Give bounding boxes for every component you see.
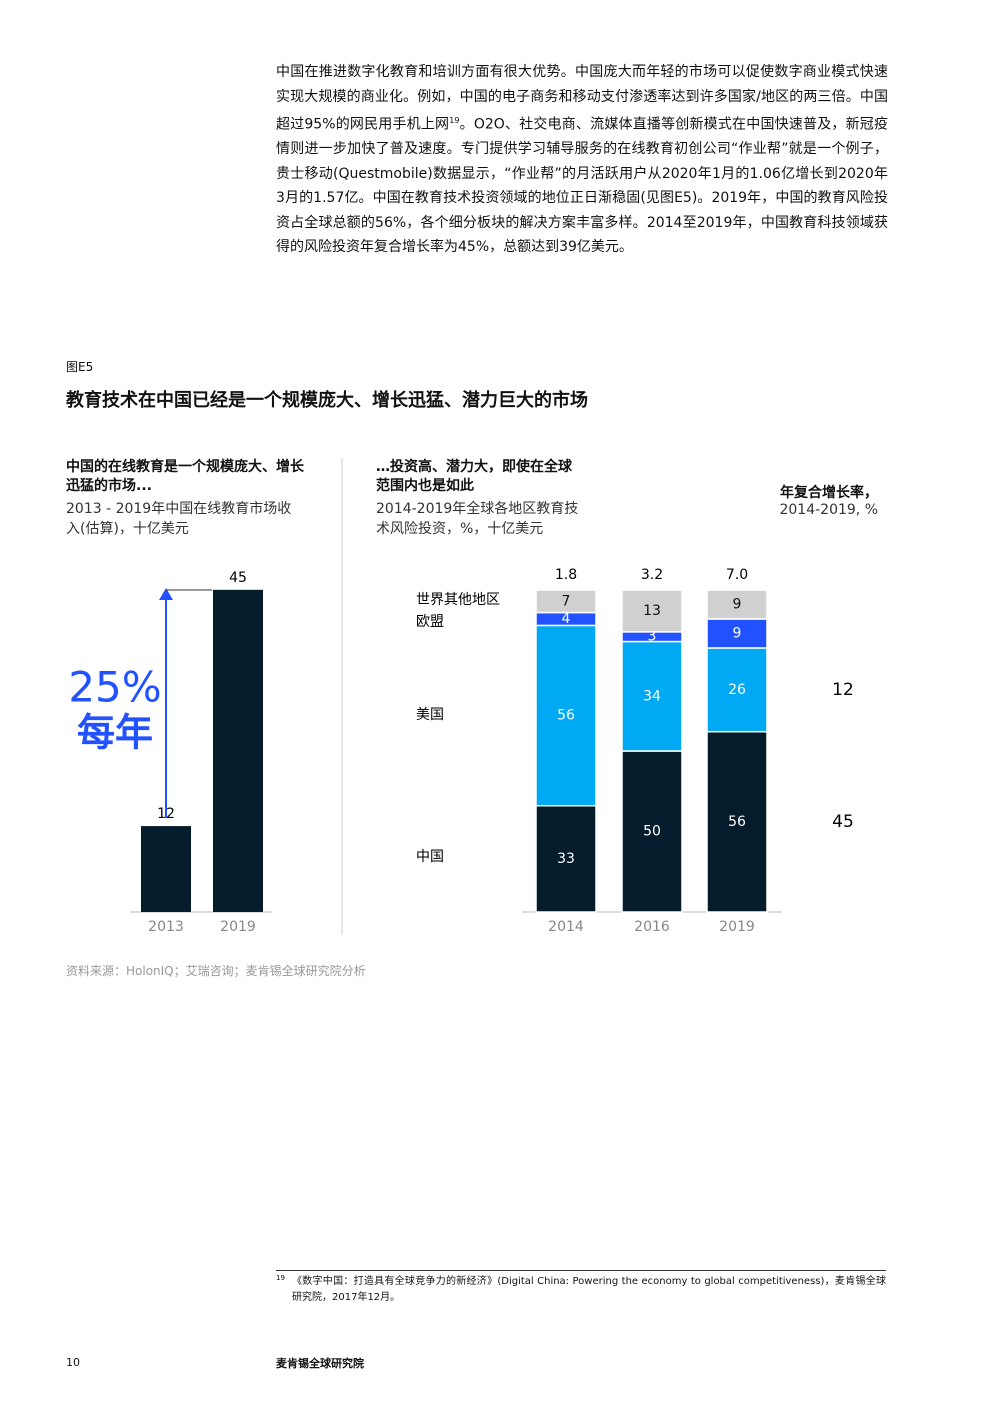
footnote-ref: 19	[449, 116, 460, 125]
bar-segment	[706, 589, 768, 620]
bar-segment	[706, 647, 768, 733]
legend-label: 中国	[416, 849, 444, 865]
bar-segment	[621, 589, 683, 633]
segment-label: 7	[562, 593, 571, 609]
total-label: 1.8	[555, 567, 577, 583]
bar-segment	[535, 624, 597, 807]
body-text: 中国在推进数字化教育和培训方面有很大优势。中国庞大而年轻的市场可以促使数字商业模…	[276, 60, 888, 260]
source: 资料来源：HolonIQ；艾瑞咨询；麦肯锡全球研究院分析	[66, 964, 366, 978]
segment-label: 33	[557, 851, 575, 867]
segment-label: 34	[643, 688, 661, 704]
figure-label: 图E5	[66, 360, 94, 374]
bar-segment	[535, 804, 597, 913]
x-tick-label: 2016	[634, 919, 670, 935]
cagr-value: 45	[832, 812, 854, 832]
chart-subtitle: 2013 - 2019年中国在线教育市场收入(估算)，十亿美元	[66, 501, 292, 537]
bar-segment	[706, 730, 768, 913]
legend-label: 欧盟	[416, 614, 444, 630]
segment-label: 56	[557, 708, 575, 724]
x-tick-label: 2019	[220, 919, 256, 935]
footer: 麦肯锡全球研究院	[276, 1357, 364, 1370]
cagr-value: 12	[832, 680, 854, 700]
bar-segment	[706, 618, 768, 649]
segment-label: 26	[728, 682, 746, 698]
chart-title: 中国的在线教育是一个规模庞大、增长迅猛的市场...	[66, 459, 304, 494]
figure-title: 教育技术在中国已经是一个规模庞大、增长迅猛、潜力巨大的市场	[66, 390, 588, 411]
bar	[141, 826, 191, 912]
chart-subtitle: 2014-2019年全球各地区教育技术风险投资，%，十亿美元	[376, 501, 579, 537]
x-tick-label: 2014	[548, 919, 584, 935]
segment-label: 56	[728, 814, 746, 830]
chart-title: …投资高、潜力大，即使在全球范围内也是如此	[376, 459, 572, 494]
cagr-subtitle: 2014-2019, %	[779, 502, 878, 518]
cagr-title: 年复合增长率，	[780, 485, 878, 501]
legend-label: 世界其他地区	[416, 592, 500, 608]
bar-segment	[535, 589, 597, 614]
annotation: 25%	[68, 663, 161, 712]
footnote-number: 19	[276, 1274, 285, 1282]
total-label: 7.0	[726, 567, 748, 583]
segment-label: 3	[648, 629, 657, 645]
total-label: 3.2	[641, 567, 663, 583]
segment-label: 13	[643, 603, 661, 619]
text: 。O2O、社交电商、流媒体直播等创新模式在中国快速普及，新冠疫情则进一步加快了普…	[276, 116, 888, 256]
x-tick-label: 2019	[719, 919, 755, 935]
segment-label: 4	[562, 611, 571, 627]
bar-segment	[621, 640, 683, 752]
footnote-text: 《数字中国：打造具有全球竞争力的新经济》(Digital China: Powe…	[292, 1276, 886, 1303]
arrow-head	[159, 588, 173, 600]
annotation: 每年	[77, 711, 153, 755]
segment-label: 50	[643, 824, 661, 840]
bar-segment	[621, 750, 683, 913]
segment-label: 9	[733, 625, 742, 641]
page-number: 10	[66, 1356, 80, 1369]
segment-label: 9	[733, 596, 742, 612]
text: 中国在推进数字化教育和培训方面有很大优势。中国庞大而年轻的市场可以促使数字商业模…	[276, 64, 888, 133]
value-label: 45	[229, 570, 247, 586]
x-tick-label: 2013	[148, 919, 184, 935]
legend-label: 美国	[416, 707, 444, 723]
bar	[213, 589, 263, 912]
footnote-rule	[276, 1270, 886, 1271]
